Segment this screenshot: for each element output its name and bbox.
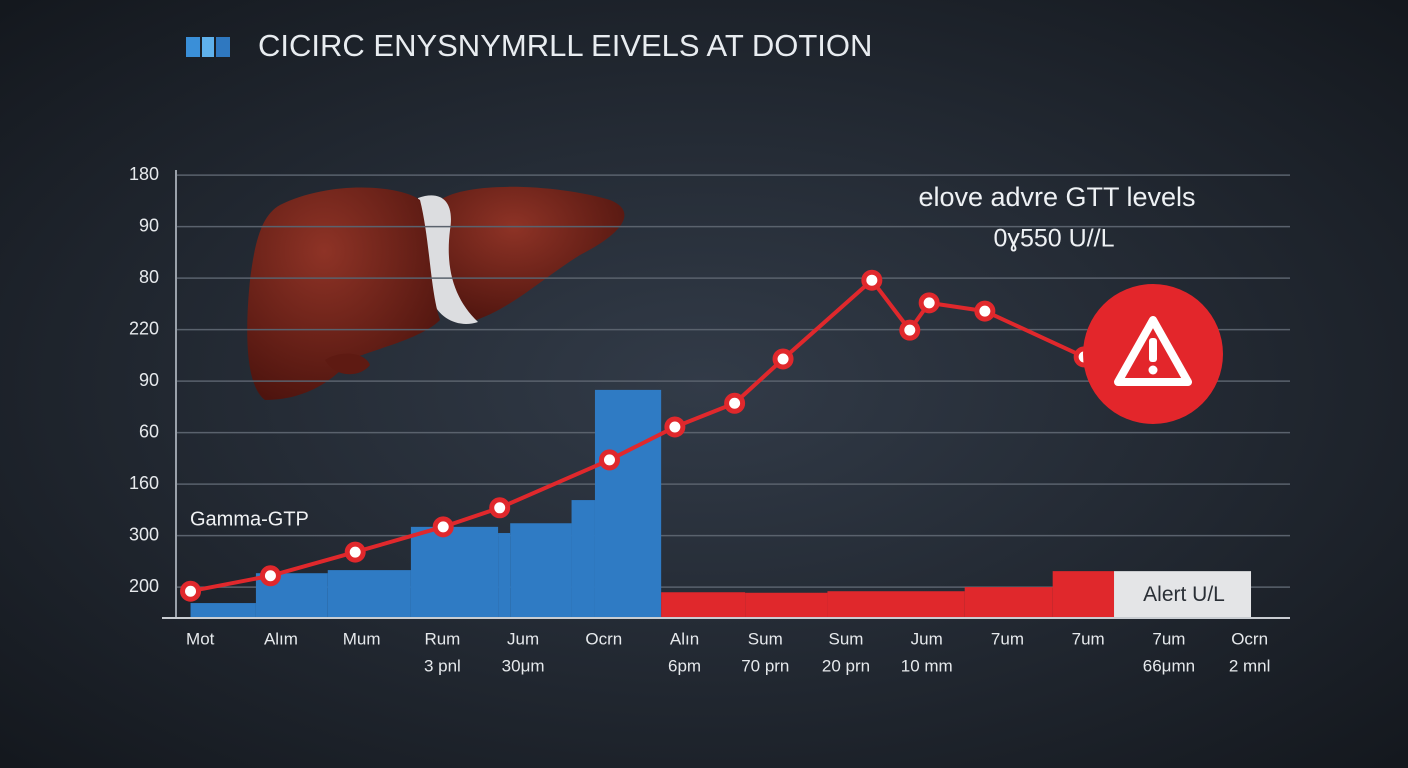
bar	[190, 603, 256, 618]
chart-title: CICIRC ENYSNYMRLL EIVELS AT DOTION	[258, 28, 872, 63]
x-tick-label: 7um	[1152, 629, 1185, 648]
title-icon	[202, 37, 214, 57]
bar	[1052, 571, 1115, 618]
x-tick-label: Mot	[186, 629, 215, 648]
line-marker	[772, 348, 794, 370]
line-marker	[489, 497, 511, 519]
bar	[571, 500, 595, 618]
y-tick-label: 180	[129, 164, 159, 184]
line-marker	[724, 392, 746, 414]
bar	[964, 587, 1053, 618]
line-marker	[598, 449, 620, 471]
bar	[327, 570, 411, 618]
x-tick-sublabel: 20 prn	[822, 656, 870, 675]
line-marker	[259, 565, 281, 587]
line-marker	[344, 541, 366, 563]
line-marker	[180, 580, 202, 602]
x-tick-sublabel: 30μm	[502, 656, 545, 675]
x-tick-sublabel: 66μmn	[1143, 656, 1195, 675]
alert-label: Alert U/L	[1143, 583, 1225, 606]
bar	[745, 592, 828, 618]
x-tick-sublabel: 2 mnl	[1229, 656, 1271, 675]
bar	[498, 533, 511, 618]
liver-illustration	[247, 186, 625, 400]
title-icon	[186, 37, 200, 57]
line-marker	[861, 269, 883, 291]
x-tick-sublabel: 3 pnl	[424, 656, 461, 675]
x-tick-sublabel: 6pm	[668, 656, 701, 675]
y-tick-label: 200	[129, 576, 159, 596]
y-tick-label: 60	[139, 421, 159, 441]
y-tick-label: 160	[129, 473, 159, 493]
series-label: Gamma-GTP	[190, 508, 309, 530]
x-tick-label: Jum	[911, 629, 943, 648]
x-tick-label: Sum	[829, 629, 864, 648]
x-tick-label: Ocrn	[585, 629, 622, 648]
x-tick-label: 7um	[991, 629, 1024, 648]
y-tick-label: 220	[129, 318, 159, 338]
line-marker	[899, 319, 921, 341]
annotation: elove advre GTT levels	[918, 182, 1195, 212]
x-tick-label: Alın	[670, 629, 699, 648]
warning-icon	[1083, 284, 1223, 424]
annotation: 0ɣ550 U//L	[994, 225, 1115, 253]
x-tick-label: Rum	[424, 629, 460, 648]
y-tick-label: 80	[139, 267, 159, 287]
bar	[410, 526, 499, 618]
line-marker	[974, 300, 996, 322]
line-marker	[918, 292, 940, 314]
bar	[594, 389, 662, 618]
x-tick-label: Alım	[264, 629, 298, 648]
bar	[661, 592, 746, 618]
x-tick-label: Mum	[343, 629, 381, 648]
x-tick-label: Sum	[748, 629, 783, 648]
line-marker	[664, 416, 686, 438]
bar	[827, 591, 965, 618]
line-marker	[432, 516, 454, 538]
title-icon	[216, 37, 230, 57]
x-tick-sublabel: 10 mm	[901, 656, 953, 675]
bar	[510, 523, 572, 618]
plot-area: 200 300 160 60 90 220 80 90 180 Alert U/L Mot Alım M…	[129, 164, 1290, 675]
y-tick-label: 300	[129, 524, 159, 544]
y-tick-label: 90	[139, 215, 159, 235]
x-tick-label: 7um	[1072, 629, 1105, 648]
x-tick-sublabel: 70 prn	[741, 656, 789, 675]
x-tick-label: Ocrn	[1231, 629, 1268, 648]
x-tick-label: Jum	[507, 629, 539, 648]
y-tick-label: 90	[139, 370, 159, 390]
alert-box	[1114, 571, 1252, 618]
